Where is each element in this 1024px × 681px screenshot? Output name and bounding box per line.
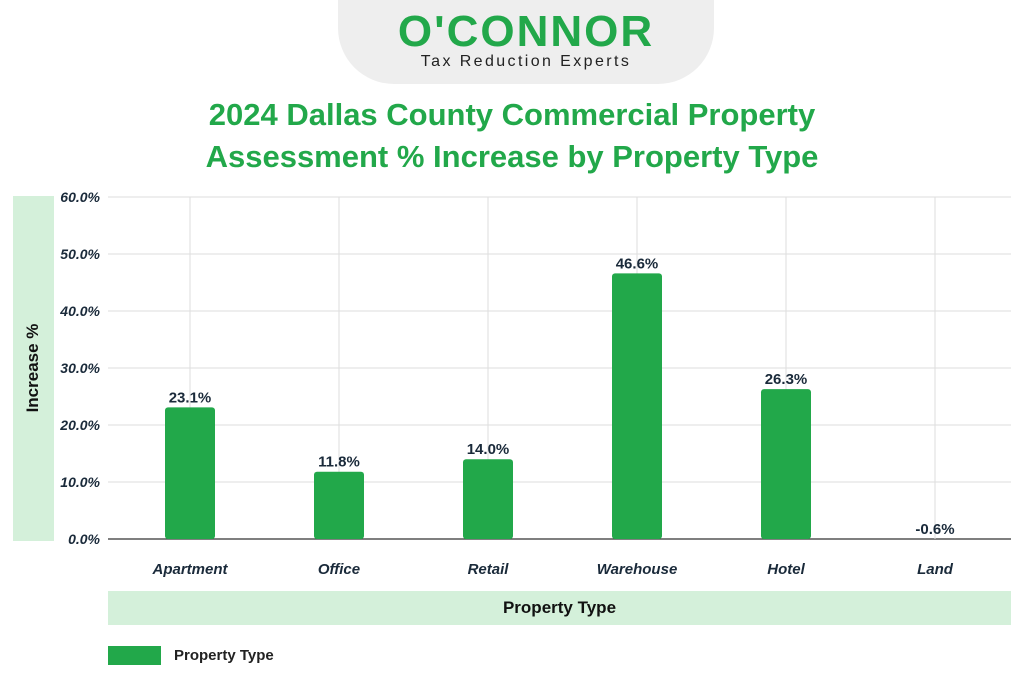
chart-title-line-1: 2024 Dallas County Commercial Property <box>208 97 816 132</box>
brand-logo: O'CONNOR <box>397 7 655 56</box>
chart-title-line-2: Assessment % Increase by Property Type <box>205 139 819 174</box>
data-label: 23.1% <box>169 389 212 406</box>
y-axis-label-band <box>13 196 54 541</box>
y-tick-label: 10.0% <box>60 474 100 490</box>
x-tick-label: Apartment <box>151 561 228 578</box>
chart-title: 2024 Dallas County Commercial Property A… <box>0 94 1024 178</box>
x-tick-label: Office <box>318 561 360 578</box>
bar-office <box>314 471 364 539</box>
bar-retail <box>463 459 513 539</box>
chart-labels: 0.0% 10.0% 20.0% 30.0% 40.0% 50.0% 60.0% 23.1% A… <box>59 189 954 578</box>
bar-hotel <box>761 389 811 539</box>
bars <box>165 273 811 539</box>
y-tick-label: 50.0% <box>60 246 100 262</box>
x-axis-label-band <box>108 591 1011 625</box>
y-tick-label: 40.0% <box>59 303 100 319</box>
data-label: -0.6% <box>915 521 954 538</box>
y-tick-label: 30.0% <box>60 360 100 376</box>
y-tick-label: 20.0% <box>59 417 100 433</box>
y-tick-label: 0.0% <box>68 531 100 547</box>
legend-swatch <box>108 646 161 665</box>
x-tick-label: Warehouse <box>597 561 678 578</box>
x-tick-label: Retail <box>468 561 510 578</box>
logo-background <box>338 0 714 84</box>
grid-lines <box>108 196 1011 540</box>
data-label: 14.0% <box>467 441 510 458</box>
x-axis-label: Property Type <box>502 598 617 617</box>
bar-apartment <box>165 407 215 539</box>
legend-label: Property Type <box>174 647 274 664</box>
data-label: 26.3% <box>765 371 808 388</box>
brand-tagline: Tax Reduction Experts <box>420 53 632 70</box>
y-tick-label: 60.0% <box>60 189 100 205</box>
data-label: 46.6% <box>616 255 659 272</box>
data-label: 11.8% <box>318 454 360 471</box>
x-tick-label: Hotel <box>767 561 805 578</box>
x-tick-label: Land <box>917 561 954 578</box>
bar-warehouse <box>612 273 662 539</box>
